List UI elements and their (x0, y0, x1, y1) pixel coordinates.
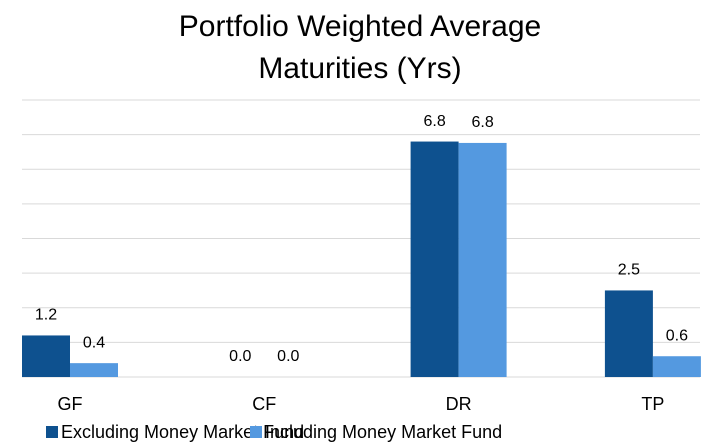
data-label: 6.8 (471, 114, 493, 131)
legend-swatch (46, 426, 58, 438)
bar (652, 356, 701, 377)
data-label: 1.2 (35, 307, 57, 324)
x-tick-label: CF (252, 394, 276, 414)
bar (22, 335, 70, 377)
x-tick-label: TP (641, 394, 664, 414)
x-tick-label: DR (446, 394, 472, 414)
legend-swatch (250, 426, 262, 438)
bar (410, 141, 459, 377)
data-label: 6.8 (423, 113, 445, 130)
legend-label: Excluding Money Market Fund (61, 422, 304, 442)
data-label: 0.0 (277, 348, 299, 365)
x-tick-label: GF (58, 394, 83, 414)
data-label: 0.6 (666, 327, 688, 344)
bar (70, 363, 118, 377)
bar (604, 290, 653, 377)
data-label: 0.4 (83, 334, 105, 351)
data-label: 0.0 (229, 348, 251, 365)
data-label: 2.5 (618, 262, 640, 279)
chart-title: Maturities (Yrs) (258, 52, 461, 85)
bar (458, 142, 507, 377)
legend-label: Including Money Market Fund (265, 422, 502, 442)
chart-title: Portfolio Weighted Average (179, 10, 541, 43)
